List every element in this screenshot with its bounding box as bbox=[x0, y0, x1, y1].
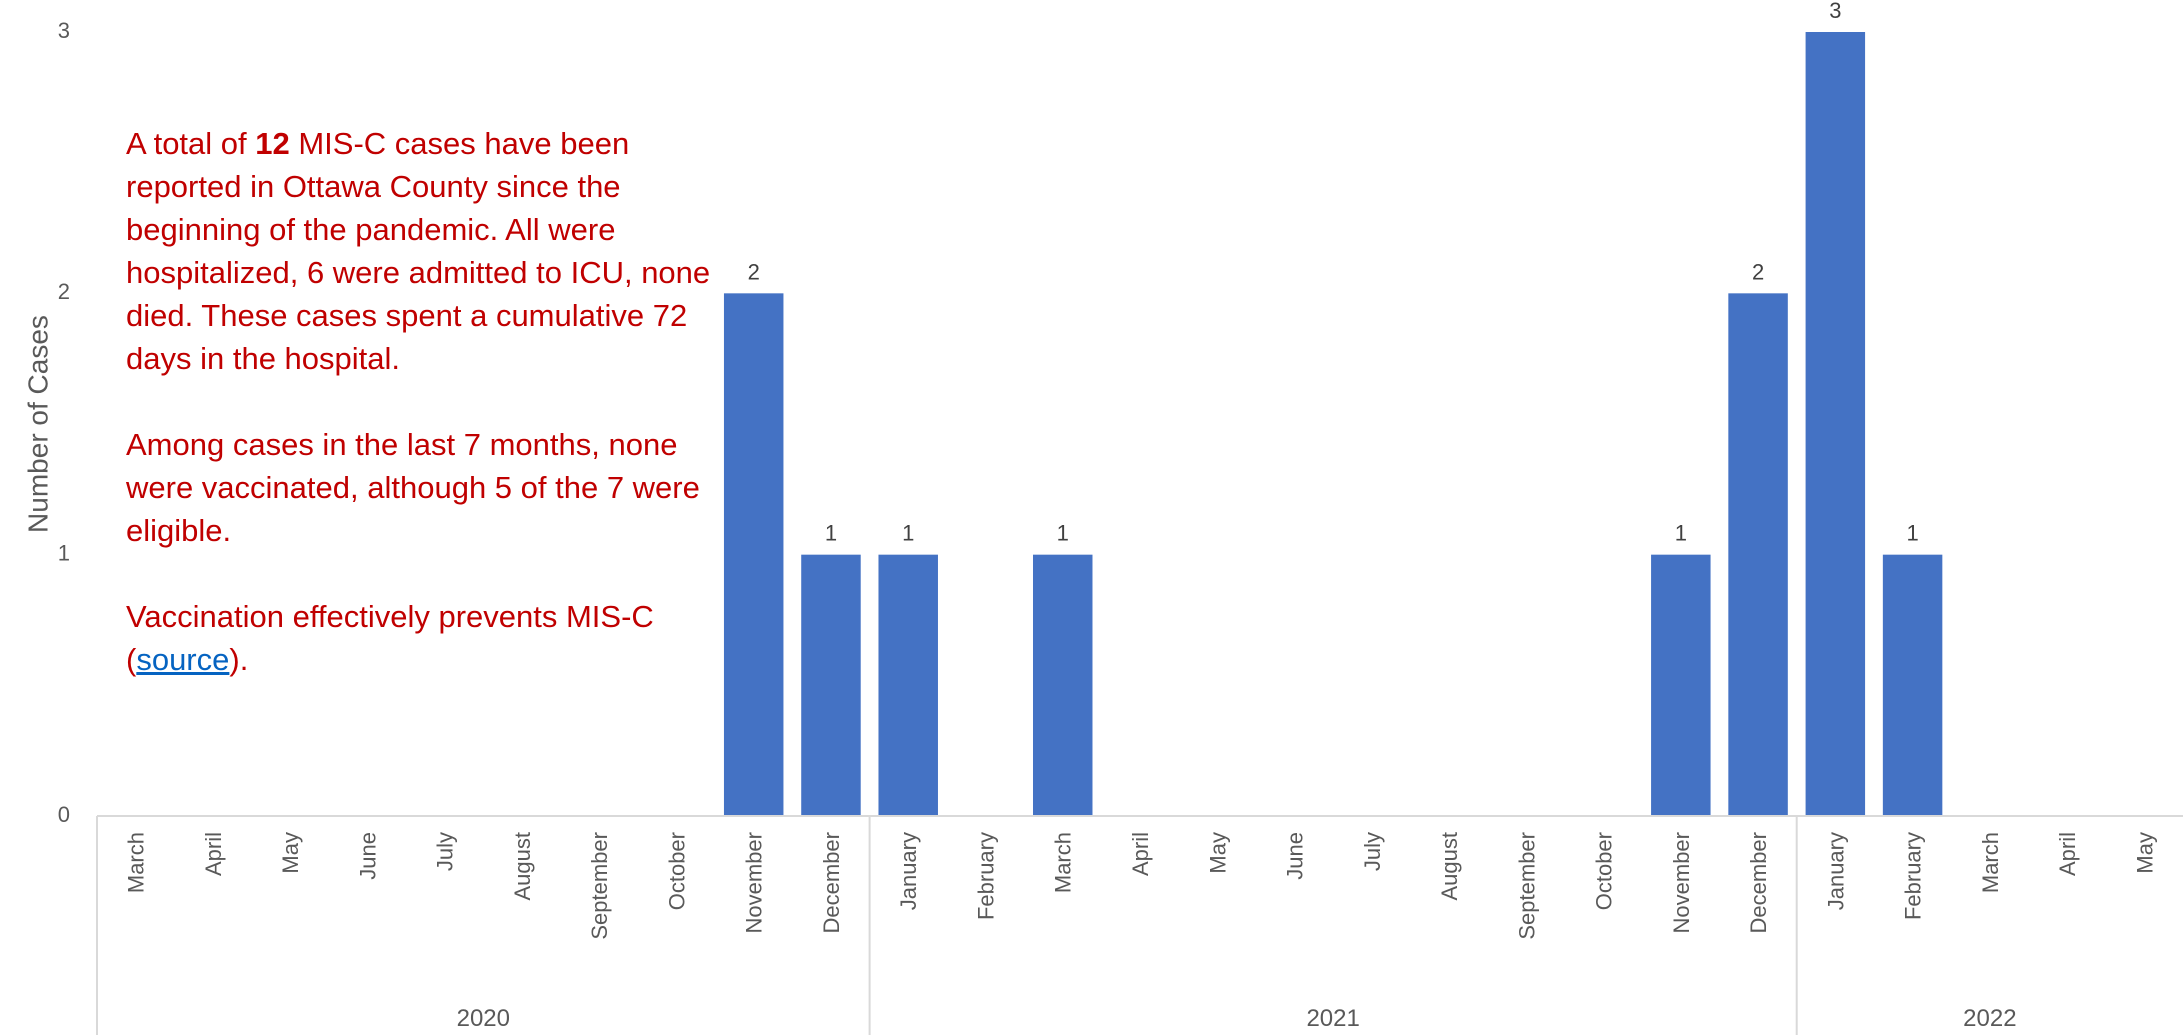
data-label: 1 bbox=[1675, 521, 1687, 546]
x-tick-label: May bbox=[1205, 832, 1230, 874]
x-tick-label: February bbox=[1901, 832, 1926, 920]
x-tick-label: October bbox=[1592, 832, 1617, 910]
x-tick-label: January bbox=[1823, 832, 1848, 910]
bar bbox=[801, 554, 861, 816]
x-tick-label: April bbox=[201, 832, 226, 876]
data-label: 1 bbox=[1057, 521, 1069, 546]
source-link[interactable]: source bbox=[136, 642, 230, 677]
y-tick-label: 2 bbox=[58, 279, 70, 304]
year-group-label: 2020 bbox=[457, 1005, 510, 1032]
data-label: 1 bbox=[902, 521, 914, 546]
x-tick-label: May bbox=[2132, 832, 2157, 874]
x-tick-label: March bbox=[124, 832, 149, 893]
data-label: 1 bbox=[1906, 521, 1918, 546]
x-tick-label: April bbox=[1128, 832, 1153, 876]
x-tick-label: September bbox=[587, 832, 612, 940]
x-tick-label: March bbox=[1978, 832, 2003, 893]
data-label: 1 bbox=[825, 521, 837, 546]
bar bbox=[1032, 554, 1093, 816]
y-tick-label: 3 bbox=[58, 18, 70, 43]
bars bbox=[723, 32, 1943, 816]
x-tick-label: December bbox=[819, 832, 844, 933]
bar bbox=[723, 293, 784, 816]
bar bbox=[1651, 554, 1711, 816]
annotation-paragraph-summary: A total of 12 MIS-C cases have been repo… bbox=[126, 126, 711, 376]
x-tick-label: April bbox=[2055, 832, 2080, 876]
x-tick-label: November bbox=[742, 832, 767, 933]
y-axis-ticks: 0 1 2 3 bbox=[58, 18, 70, 827]
x-tick-label: December bbox=[1746, 832, 1771, 933]
year-group-label: 2022 bbox=[1963, 1005, 2016, 1032]
bar bbox=[1728, 293, 1788, 816]
y-axis-label: Number of Cases bbox=[22, 315, 53, 533]
x-tick-label: June bbox=[1283, 832, 1308, 880]
x-tick-label: January bbox=[896, 832, 921, 910]
y-tick-label: 1 bbox=[58, 540, 70, 565]
x-tick-label: June bbox=[355, 832, 380, 880]
total-cases-value: 12 bbox=[255, 126, 290, 161]
bar bbox=[1805, 32, 1866, 816]
x-tick-label: July bbox=[433, 832, 458, 871]
x-tick-label: March bbox=[1051, 832, 1076, 893]
bar bbox=[878, 554, 938, 816]
x-axis: March April May June July August September Octo… bbox=[96, 815, 2183, 1035]
x-tick-label: February bbox=[973, 832, 998, 920]
x-tick-label: May bbox=[278, 832, 303, 874]
bar bbox=[1882, 554, 1943, 816]
data-label: 3 bbox=[1829, 0, 1841, 23]
x-tick-label: October bbox=[664, 832, 689, 910]
data-label: 2 bbox=[748, 259, 760, 284]
annotation-paragraph-prevention: Vaccination effectively prevents MIS-C (… bbox=[126, 599, 654, 677]
year-group-label: 2021 bbox=[1306, 1005, 1359, 1032]
annotation-text: A total of 12 MIS-C cases have been repo… bbox=[126, 122, 726, 724]
x-tick-label: July bbox=[1360, 832, 1385, 871]
data-label: 2 bbox=[1752, 259, 1764, 284]
x-tick-label: August bbox=[1437, 832, 1462, 901]
x-tick-label: August bbox=[510, 832, 535, 901]
x-tick-label: September bbox=[1514, 832, 1539, 940]
y-tick-label: 0 bbox=[58, 802, 70, 827]
annotation-paragraph-vaccination: Among cases in the last 7 months, none w… bbox=[126, 427, 700, 548]
x-tick-label: November bbox=[1669, 832, 1694, 933]
data-labels: 2 1 1 1 1 2 3 1 bbox=[748, 0, 1919, 546]
